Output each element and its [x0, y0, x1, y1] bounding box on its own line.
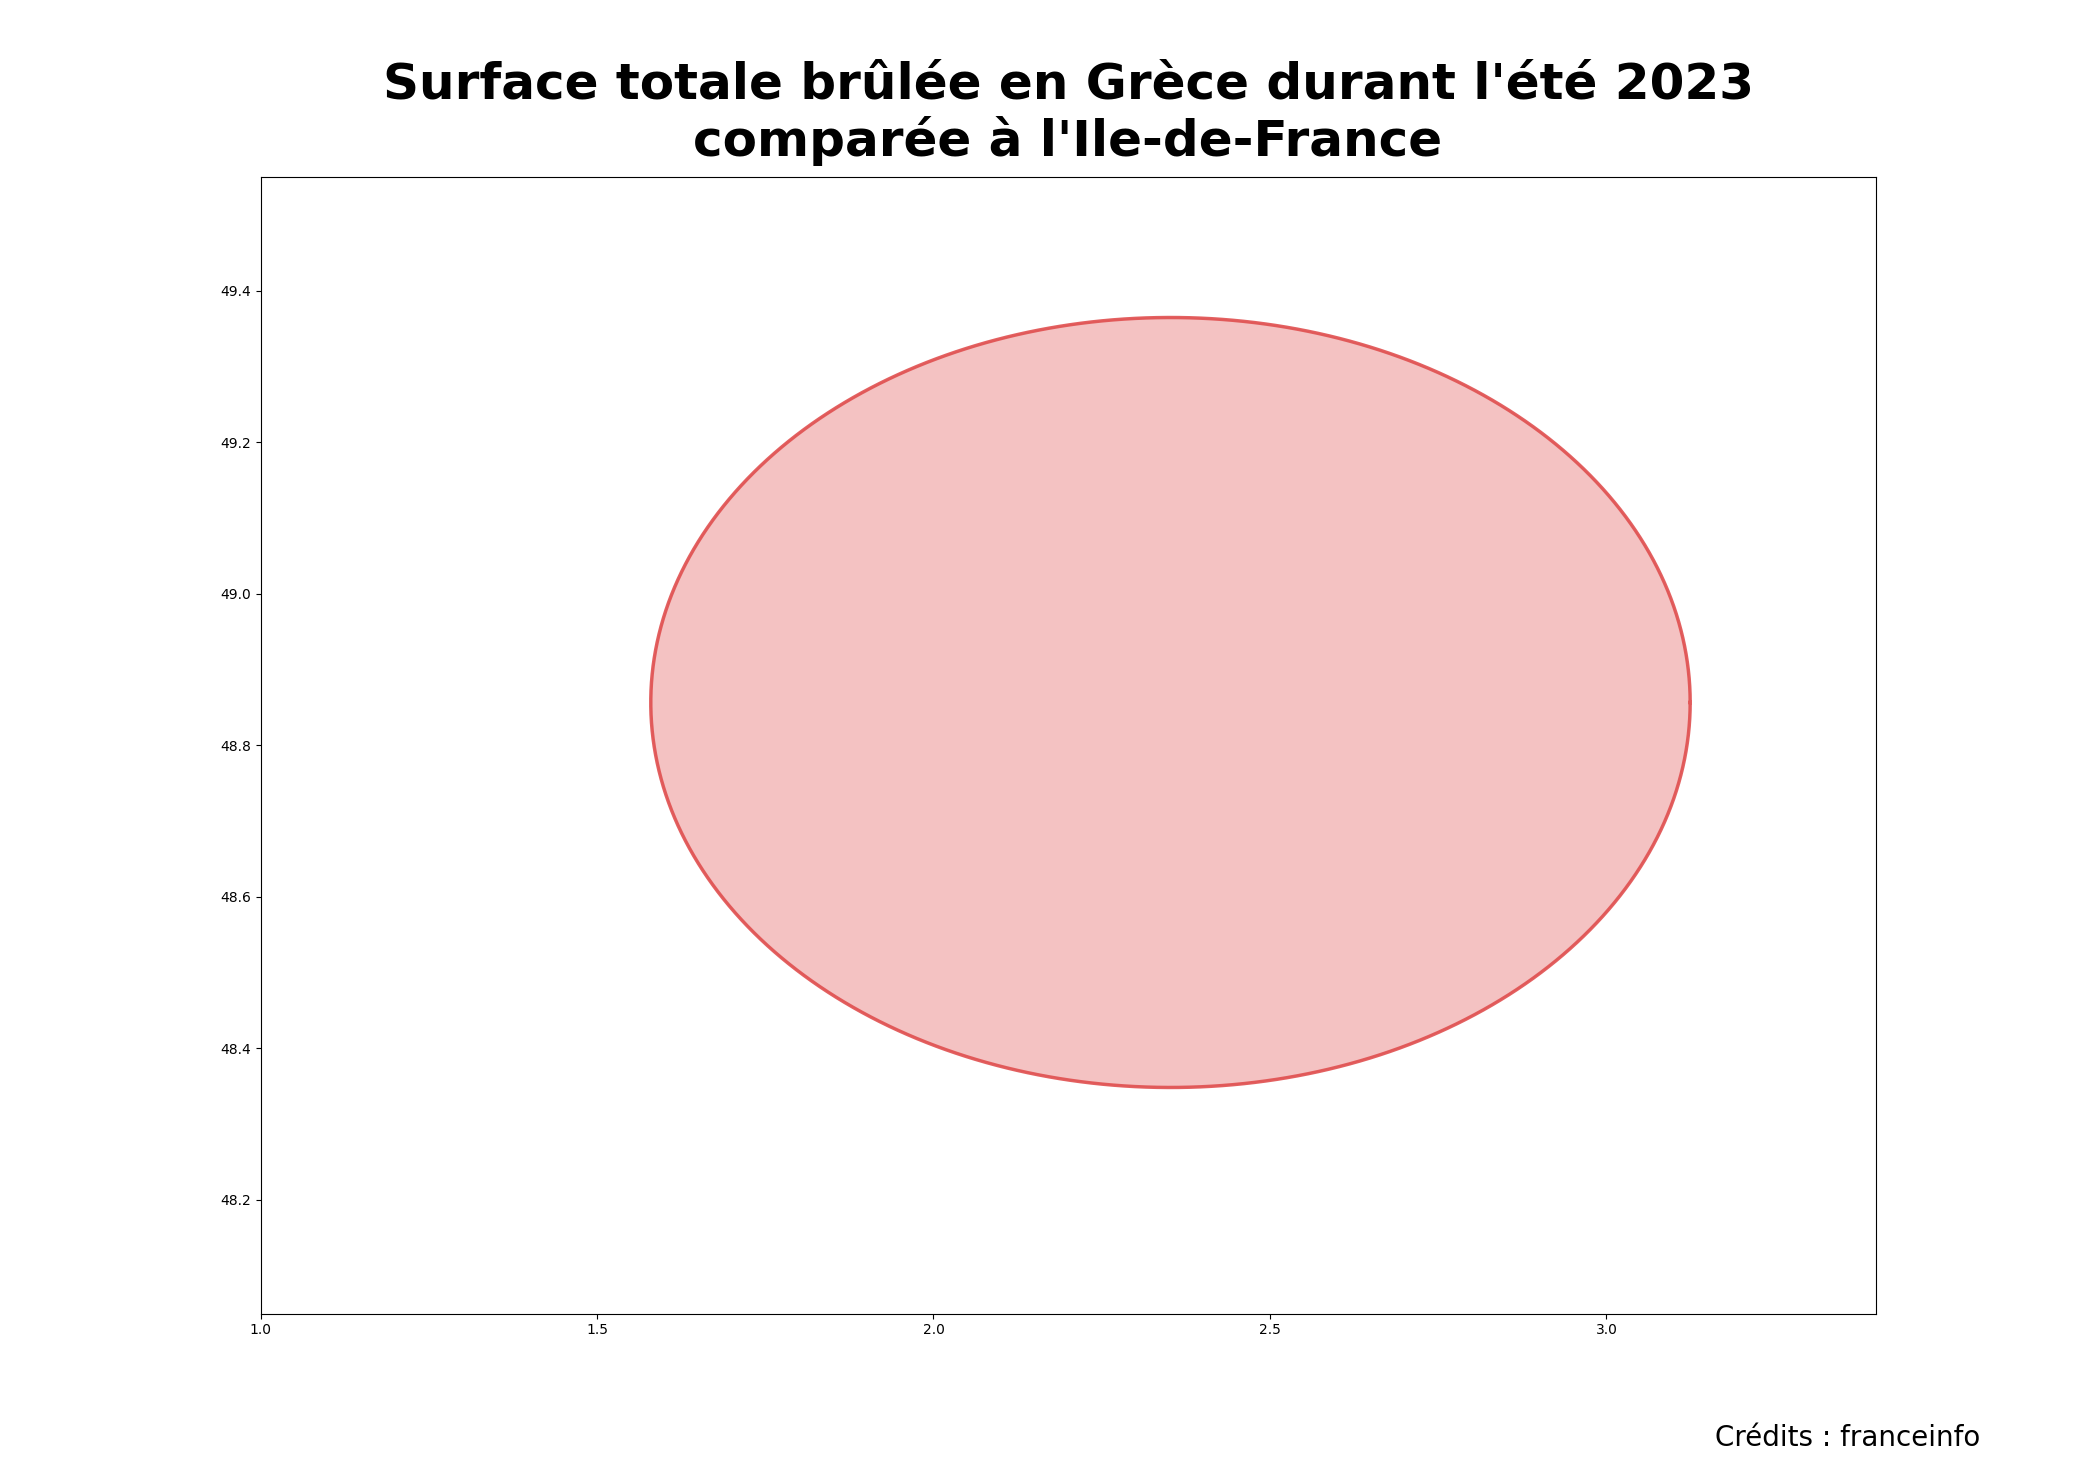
Title: Surface totale brûlée en Grèce durant l'été 2023
comparée à l'Ile-de-France: Surface totale brûlée en Grèce durant l'…: [383, 61, 1753, 167]
Text: Crédits : franceinfo: Crédits : franceinfo: [1715, 1424, 1980, 1452]
Polygon shape: [650, 317, 1690, 1088]
